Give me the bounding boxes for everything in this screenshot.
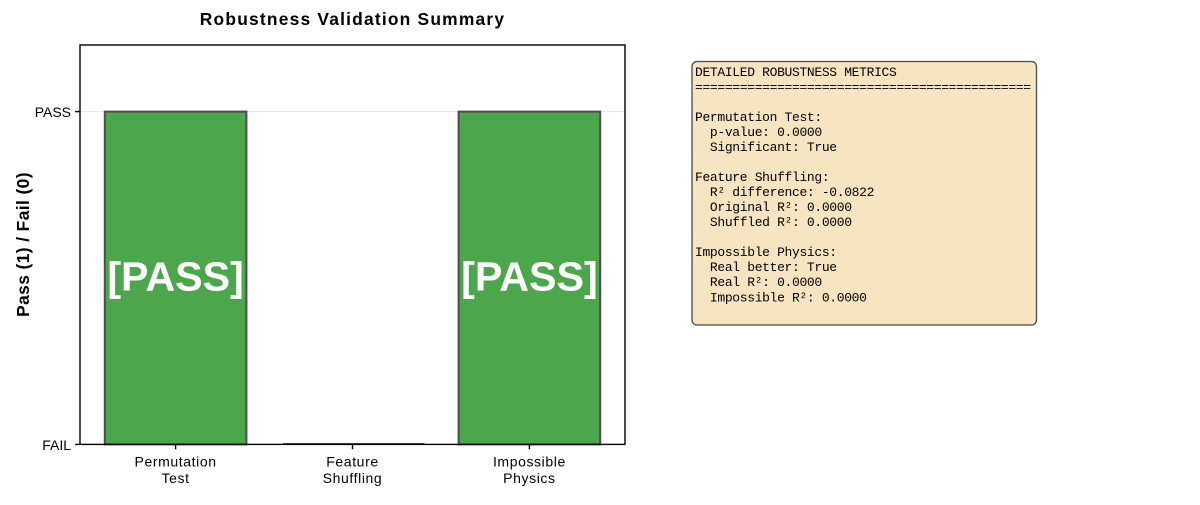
svg-text:p-value: 0.0000: p-value: 0.0000: [695, 125, 822, 140]
svg-text:Robustness Validation Summary: Robustness Validation Summary: [200, 9, 505, 29]
svg-text:Test: Test: [162, 470, 190, 486]
svg-text:Permutation Test:: Permutation Test:: [695, 110, 822, 125]
svg-text:Permutation: Permutation: [135, 454, 217, 470]
svg-text:Original R²: 0.0000: Original R²: 0.0000: [695, 200, 852, 215]
svg-text:Pass (1) / Fail (0): Pass (1) / Fail (0): [13, 172, 33, 317]
svg-text:DETAILED ROBUSTNESS METRICS: DETAILED ROBUSTNESS METRICS: [695, 65, 897, 80]
svg-text:==============================: ========================================…: [695, 80, 1031, 95]
svg-text:Physics: Physics: [503, 470, 555, 486]
svg-text:Impossible: Impossible: [493, 454, 566, 470]
svg-text:R² difference: -0.0822: R² difference: -0.0822: [695, 185, 874, 200]
svg-text:Impossible R²: 0.0000: Impossible R²: 0.0000: [695, 290, 867, 305]
svg-text:Real better: True: Real better: True: [695, 260, 837, 275]
svg-text:[PASS]: [PASS]: [461, 254, 598, 300]
svg-text:PASS: PASS: [35, 104, 71, 120]
svg-text:FAIL: FAIL: [42, 437, 71, 453]
svg-text:Real R²: 0.0000: Real R²: 0.0000: [695, 275, 822, 290]
svg-text:Impossible Physics:: Impossible Physics:: [695, 245, 837, 260]
svg-text:Shuffled R²: 0.0000: Shuffled R²: 0.0000: [695, 215, 852, 230]
svg-text:Feature: Feature: [326, 454, 378, 470]
svg-text:[PASS]: [PASS]: [107, 254, 244, 300]
svg-text:Shuffling: Shuffling: [323, 470, 383, 486]
svg-text:Significant: True: Significant: True: [695, 140, 837, 155]
svg-text:Feature Shuffling:: Feature Shuffling:: [695, 170, 829, 185]
